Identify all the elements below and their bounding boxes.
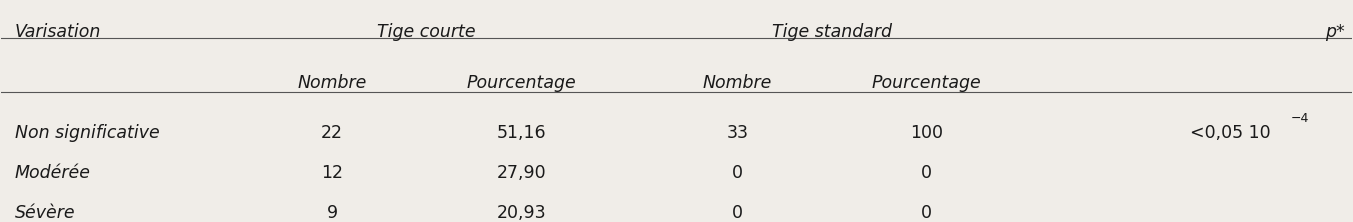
Text: Modérée: Modérée (15, 164, 91, 182)
Text: 12: 12 (321, 164, 344, 182)
Text: 0: 0 (732, 204, 743, 222)
Text: 20,93: 20,93 (497, 204, 547, 222)
Text: 0: 0 (921, 164, 932, 182)
Text: 9: 9 (326, 204, 338, 222)
Text: 51,16: 51,16 (497, 124, 547, 142)
Text: 0: 0 (732, 164, 743, 182)
Text: Pourcentage: Pourcentage (467, 74, 576, 92)
Text: 0: 0 (921, 204, 932, 222)
Text: <0,05 10: <0,05 10 (1189, 124, 1270, 142)
Text: Pourcentage: Pourcentage (871, 74, 981, 92)
Text: −4: −4 (1291, 112, 1310, 125)
Text: Sévère: Sévère (15, 204, 76, 222)
Text: Varisation: Varisation (15, 23, 101, 41)
Text: Nombre: Nombre (702, 74, 773, 92)
Text: Tige standard: Tige standard (771, 23, 892, 41)
Text: 22: 22 (321, 124, 344, 142)
Text: Nombre: Nombre (298, 74, 367, 92)
Text: Non significative: Non significative (15, 124, 160, 142)
Text: 100: 100 (909, 124, 943, 142)
Text: p*: p* (1325, 23, 1345, 41)
Text: 27,90: 27,90 (497, 164, 547, 182)
Text: Tige courte: Tige courte (377, 23, 476, 41)
Text: 33: 33 (727, 124, 748, 142)
